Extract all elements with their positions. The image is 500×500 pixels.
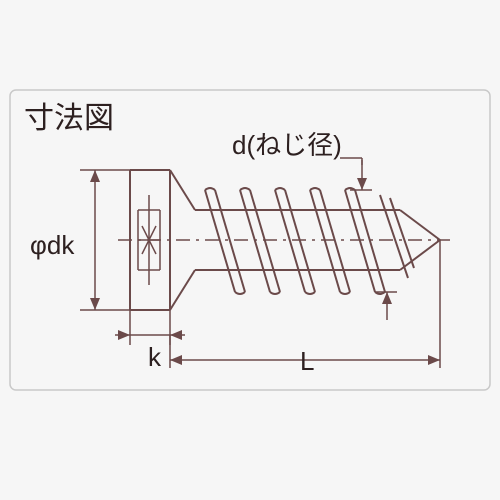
label-d: d(ねじ径) — [232, 132, 342, 158]
label-L: L — [300, 348, 314, 374]
dim-k — [115, 310, 185, 345]
label-phi-dk: φdk — [30, 232, 74, 258]
diagram-title: 寸法図 — [24, 104, 114, 134]
label-k: k — [148, 344, 161, 370]
screw-threads — [205, 188, 414, 294]
diagram-svg — [0, 0, 500, 500]
diagram-stage: 寸法図 φdk k L d(ねじ径) — [0, 0, 500, 500]
